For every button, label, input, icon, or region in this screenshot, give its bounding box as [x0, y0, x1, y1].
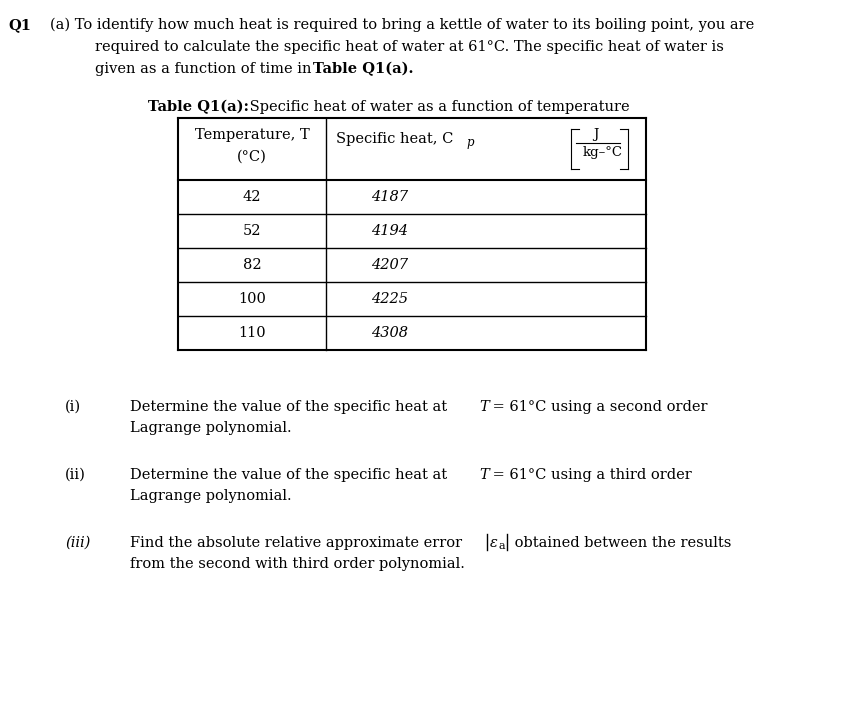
Text: 82: 82	[243, 258, 261, 272]
Text: (i): (i)	[65, 400, 81, 414]
Text: 4225: 4225	[371, 292, 408, 306]
Text: (a) To identify how much heat is required to bring a kettle of water to its boil: (a) To identify how much heat is require…	[50, 18, 754, 32]
Text: T: T	[479, 468, 489, 482]
Text: 4194: 4194	[371, 224, 408, 238]
Text: 4187: 4187	[371, 190, 408, 204]
Text: (ii): (ii)	[65, 468, 86, 482]
Text: 110: 110	[238, 326, 266, 340]
Text: a: a	[499, 541, 506, 551]
Text: 4308: 4308	[371, 326, 408, 340]
Text: = 61°C using a second order: = 61°C using a second order	[488, 400, 707, 414]
Text: 100: 100	[238, 292, 266, 306]
Text: Table Q1(a).: Table Q1(a).	[313, 62, 413, 76]
Text: Determine the value of the specific heat at: Determine the value of the specific heat…	[130, 400, 451, 414]
Text: p: p	[467, 136, 474, 149]
Text: Determine the value of the specific heat at: Determine the value of the specific heat…	[130, 468, 451, 482]
Text: obtained between the results: obtained between the results	[510, 536, 731, 550]
Text: kg–°C: kg–°C	[583, 146, 623, 159]
Text: T: T	[479, 400, 489, 414]
Text: (°C): (°C)	[237, 150, 267, 164]
Text: Specific heat of water as a function of temperature: Specific heat of water as a function of …	[245, 100, 630, 114]
Text: 52: 52	[243, 224, 261, 238]
Text: = 61°C using a third order: = 61°C using a third order	[488, 468, 692, 482]
Text: 4207: 4207	[371, 258, 408, 272]
Text: Specific heat, C: Specific heat, C	[336, 132, 453, 146]
Text: Lagrange polynomial.: Lagrange polynomial.	[130, 421, 292, 435]
Text: Find the absolute relative approximate error: Find the absolute relative approximate e…	[130, 536, 467, 550]
Text: Lagrange polynomial.: Lagrange polynomial.	[130, 489, 292, 503]
Text: required to calculate the specific heat of water at 61°C. The specific heat of w: required to calculate the specific heat …	[95, 40, 724, 54]
Text: ε: ε	[490, 536, 498, 550]
Text: J: J	[593, 128, 598, 141]
Text: from the second with third order polynomial.: from the second with third order polynom…	[130, 557, 465, 571]
Text: Q1: Q1	[8, 18, 31, 32]
Text: (iii): (iii)	[65, 536, 90, 550]
Text: Temperature, T: Temperature, T	[195, 128, 309, 142]
Text: given as a function of time in: given as a function of time in	[95, 62, 316, 76]
Text: Table Q1(a):: Table Q1(a):	[148, 100, 249, 114]
Text: 42: 42	[243, 190, 261, 204]
